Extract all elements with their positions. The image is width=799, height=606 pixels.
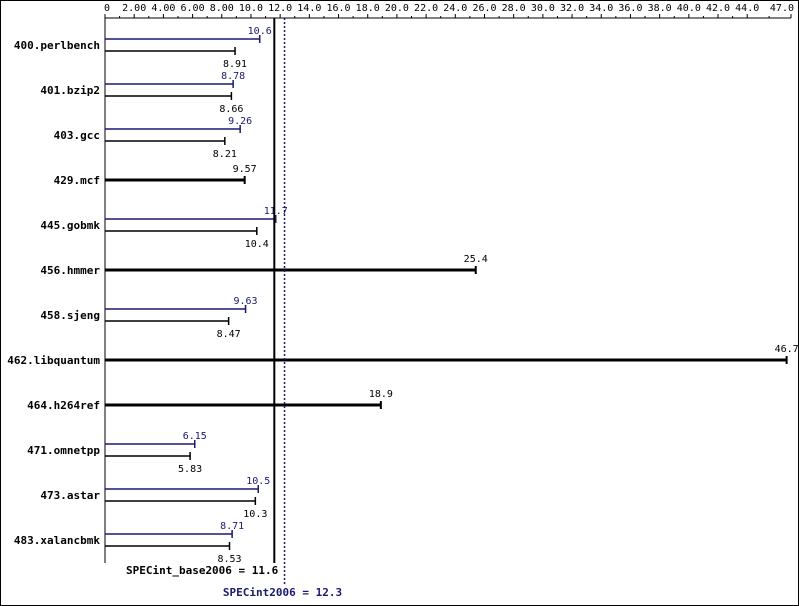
category-label: 401.bzip2 [40, 84, 100, 97]
data-label-peak: 9.26 [228, 116, 252, 127]
x-tick-label: 42.0 [706, 3, 730, 14]
x-tick-label: 16.0 [326, 3, 350, 14]
data-label-peak: 8.78 [221, 71, 245, 82]
data-label: 9.57 [233, 164, 257, 175]
x-tick-label: 12.0 [268, 3, 292, 14]
category-label: 483.xalancbmk [14, 534, 100, 547]
category-label: 403.gcc [54, 129, 100, 142]
x-tick-label: 28.0 [502, 3, 526, 14]
data-label-base: 10.3 [243, 509, 267, 520]
reference-label-base: SPECint_base2006 = 11.6 [126, 564, 279, 577]
data-label: 46.7 [775, 344, 799, 355]
data-label-base: 8.66 [219, 104, 243, 115]
x-tick-label: 32.0 [560, 3, 584, 14]
data-label-peak: 10.5 [246, 476, 270, 487]
category-label: 456.hmmer [40, 264, 100, 277]
category-label: 473.astar [40, 489, 100, 502]
x-tick-label: 0 [104, 3, 110, 14]
x-tick-label: 20.0 [385, 3, 409, 14]
data-label-peak: 9.63 [234, 296, 258, 307]
x-tick-label: 8.00 [210, 3, 234, 14]
data-label-peak: 10.6 [248, 26, 272, 37]
data-label: 25.4 [464, 254, 488, 265]
category-label: 464.h264ref [27, 399, 100, 412]
x-tick-label: 44.0 [735, 3, 759, 14]
reference-label-peak: SPECint2006 = 12.3 [223, 586, 342, 599]
x-tick-label: 36.0 [618, 3, 642, 14]
category-label: 471.omnetpp [27, 444, 100, 457]
x-tick-label: 18.0 [356, 3, 380, 14]
data-label-base: 10.4 [245, 239, 269, 250]
data-label-peak: 6.15 [183, 431, 207, 442]
x-tick-label: 6.00 [181, 3, 205, 14]
x-tick-label: 40.0 [677, 3, 701, 14]
data-label-base: 5.83 [178, 464, 202, 475]
x-tick-label: 14.0 [297, 3, 321, 14]
data-label-base: 8.21 [213, 149, 237, 160]
x-tick-label: 38.0 [648, 3, 672, 14]
x-tick-label: 22.0 [414, 3, 438, 14]
category-label: 458.sjeng [40, 309, 100, 322]
category-label: 445.gobmk [40, 219, 100, 232]
x-tick-label: 2.00 [122, 3, 146, 14]
data-label-base: 8.47 [217, 329, 241, 340]
category-label: 429.mcf [54, 174, 100, 187]
x-tick-label: 4.00 [151, 3, 175, 14]
x-tick-label: 24.0 [443, 3, 467, 14]
x-tick-label: 34.0 [589, 3, 613, 14]
x-tick-label: 26.0 [472, 3, 496, 14]
data-label-peak: 8.71 [220, 521, 244, 532]
category-label: 462.libquantum [7, 354, 100, 367]
data-label-base: 8.53 [217, 554, 241, 565]
data-label: 18.9 [369, 389, 393, 400]
x-tick-label: 47.0 [770, 3, 794, 14]
category-label: 400.perlbench [14, 39, 100, 52]
x-tick-label: 30.0 [531, 3, 555, 14]
data-label-base: 8.91 [223, 59, 247, 70]
data-label-peak: 11.7 [264, 206, 288, 217]
x-tick-label: 10.0 [239, 3, 263, 14]
